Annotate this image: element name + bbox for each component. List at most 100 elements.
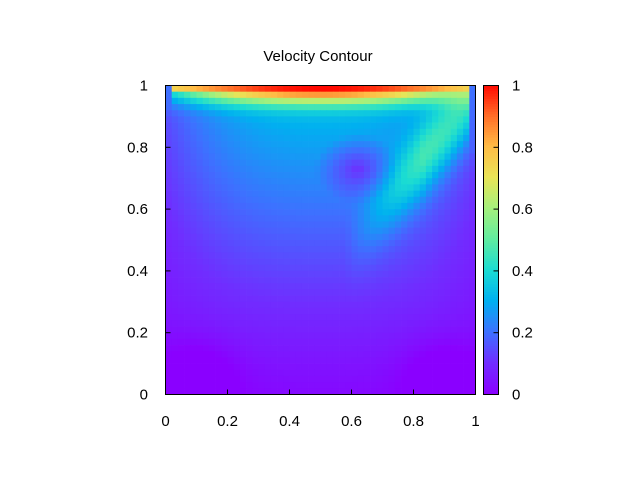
heatmap-cell xyxy=(320,128,328,136)
heatmap-cell xyxy=(208,134,216,142)
heatmap-cell xyxy=(277,314,284,321)
heatmap-cell xyxy=(432,252,439,259)
heatmap-cell xyxy=(196,128,204,136)
heatmap-cell xyxy=(190,91,197,99)
colorbar-segment xyxy=(483,340,499,344)
heatmap-cell xyxy=(208,227,216,235)
heatmap-cell xyxy=(190,85,197,93)
heatmap-cell xyxy=(301,338,309,346)
heatmap-cell xyxy=(283,97,290,105)
heatmap-cell xyxy=(456,289,464,296)
heatmap-cell xyxy=(388,246,396,253)
heatmap-cell xyxy=(469,307,476,315)
heatmap-cell xyxy=(246,184,253,191)
heatmap-cell xyxy=(332,357,340,364)
heatmap-cell xyxy=(339,277,346,284)
y-tick-label: 0 xyxy=(140,387,148,404)
heatmap-cell xyxy=(345,116,352,123)
heatmap-cell xyxy=(177,301,185,309)
heatmap-cell xyxy=(184,388,191,395)
colorbar-segment xyxy=(483,188,499,192)
heatmap-cell xyxy=(376,320,383,327)
heatmap-cell xyxy=(239,270,247,278)
heatmap-cell xyxy=(215,209,222,216)
chart-title: Velocity Contour xyxy=(263,48,372,65)
heatmap-cell xyxy=(407,326,414,334)
heatmap-cell xyxy=(215,314,222,321)
heatmap-cell xyxy=(215,91,222,99)
colorbar-segment xyxy=(483,191,499,195)
heatmap-cell xyxy=(177,246,185,253)
heatmap-cell xyxy=(295,196,303,204)
heatmap-cell xyxy=(438,345,445,352)
heatmap-cell xyxy=(320,264,328,272)
heatmap-cell xyxy=(289,159,297,167)
heatmap-cell xyxy=(463,122,470,130)
heatmap-cell xyxy=(444,122,452,130)
heatmap-cell xyxy=(221,277,228,284)
heatmap-cell xyxy=(351,227,359,235)
heatmap-cell xyxy=(388,209,396,216)
heatmap-cell xyxy=(326,122,334,130)
heatmap-cell xyxy=(215,332,222,340)
heatmap-cell xyxy=(208,110,216,117)
heatmap-cell xyxy=(413,97,421,105)
heatmap-cell xyxy=(332,209,340,216)
heatmap-cell xyxy=(252,345,259,352)
heatmap-cell xyxy=(438,382,445,389)
heatmap-cell xyxy=(270,141,278,148)
heatmap-cell xyxy=(258,159,266,167)
heatmap-cell xyxy=(357,104,365,111)
heatmap-cell xyxy=(239,233,247,241)
heatmap-cell xyxy=(283,357,290,364)
heatmap-cell xyxy=(326,178,334,185)
heatmap-cell xyxy=(463,369,470,377)
heatmap-cell xyxy=(450,153,458,161)
colorbar-segment xyxy=(483,201,499,205)
heatmap-cell xyxy=(363,178,371,185)
heatmap-cell xyxy=(332,128,340,136)
heatmap-cell xyxy=(202,178,210,185)
heatmap-cell xyxy=(345,270,352,278)
heatmap-cell xyxy=(438,104,445,111)
heatmap-cell xyxy=(357,264,365,272)
heatmap-cell xyxy=(239,165,247,173)
heatmap-cell xyxy=(425,110,433,117)
heatmap-cell xyxy=(184,314,191,321)
heatmap-cell xyxy=(239,202,247,210)
heatmap-cell xyxy=(196,252,204,259)
heatmap-cell xyxy=(376,246,383,253)
heatmap-cell xyxy=(233,252,241,259)
heatmap-cell xyxy=(215,104,222,111)
heatmap-cell xyxy=(419,116,427,123)
heatmap-cell xyxy=(351,357,359,364)
heatmap-cell xyxy=(308,227,315,235)
heatmap-cell xyxy=(394,295,402,303)
colorbar-segment xyxy=(483,178,499,182)
heatmap-cell xyxy=(370,283,377,290)
heatmap-cell xyxy=(184,252,191,259)
heatmap-cell xyxy=(283,215,290,222)
colorbar-segment xyxy=(483,314,499,318)
heatmap-cell xyxy=(363,97,371,105)
colorbar-segment xyxy=(483,361,499,365)
heatmap-cell xyxy=(252,172,259,179)
heatmap-cell xyxy=(202,301,210,309)
heatmap-cell xyxy=(289,215,297,222)
heatmap-cell xyxy=(314,202,321,210)
colorbar-segment xyxy=(483,131,499,135)
colorbar-segment xyxy=(483,234,499,238)
heatmap-cell xyxy=(208,351,216,358)
heatmap-cell xyxy=(221,307,228,315)
heatmap-cell xyxy=(233,91,241,99)
heatmap-cell xyxy=(326,252,334,259)
heatmap-cell xyxy=(264,326,272,334)
heatmap-cell xyxy=(320,320,328,327)
heatmap-cell xyxy=(208,209,216,216)
colorbar-segment xyxy=(483,134,499,138)
heatmap-cell xyxy=(376,289,383,296)
heatmap-cell xyxy=(326,351,334,358)
colorbar-segment xyxy=(483,165,499,169)
heatmap-cell xyxy=(246,196,253,204)
heatmap-cell xyxy=(407,91,414,99)
